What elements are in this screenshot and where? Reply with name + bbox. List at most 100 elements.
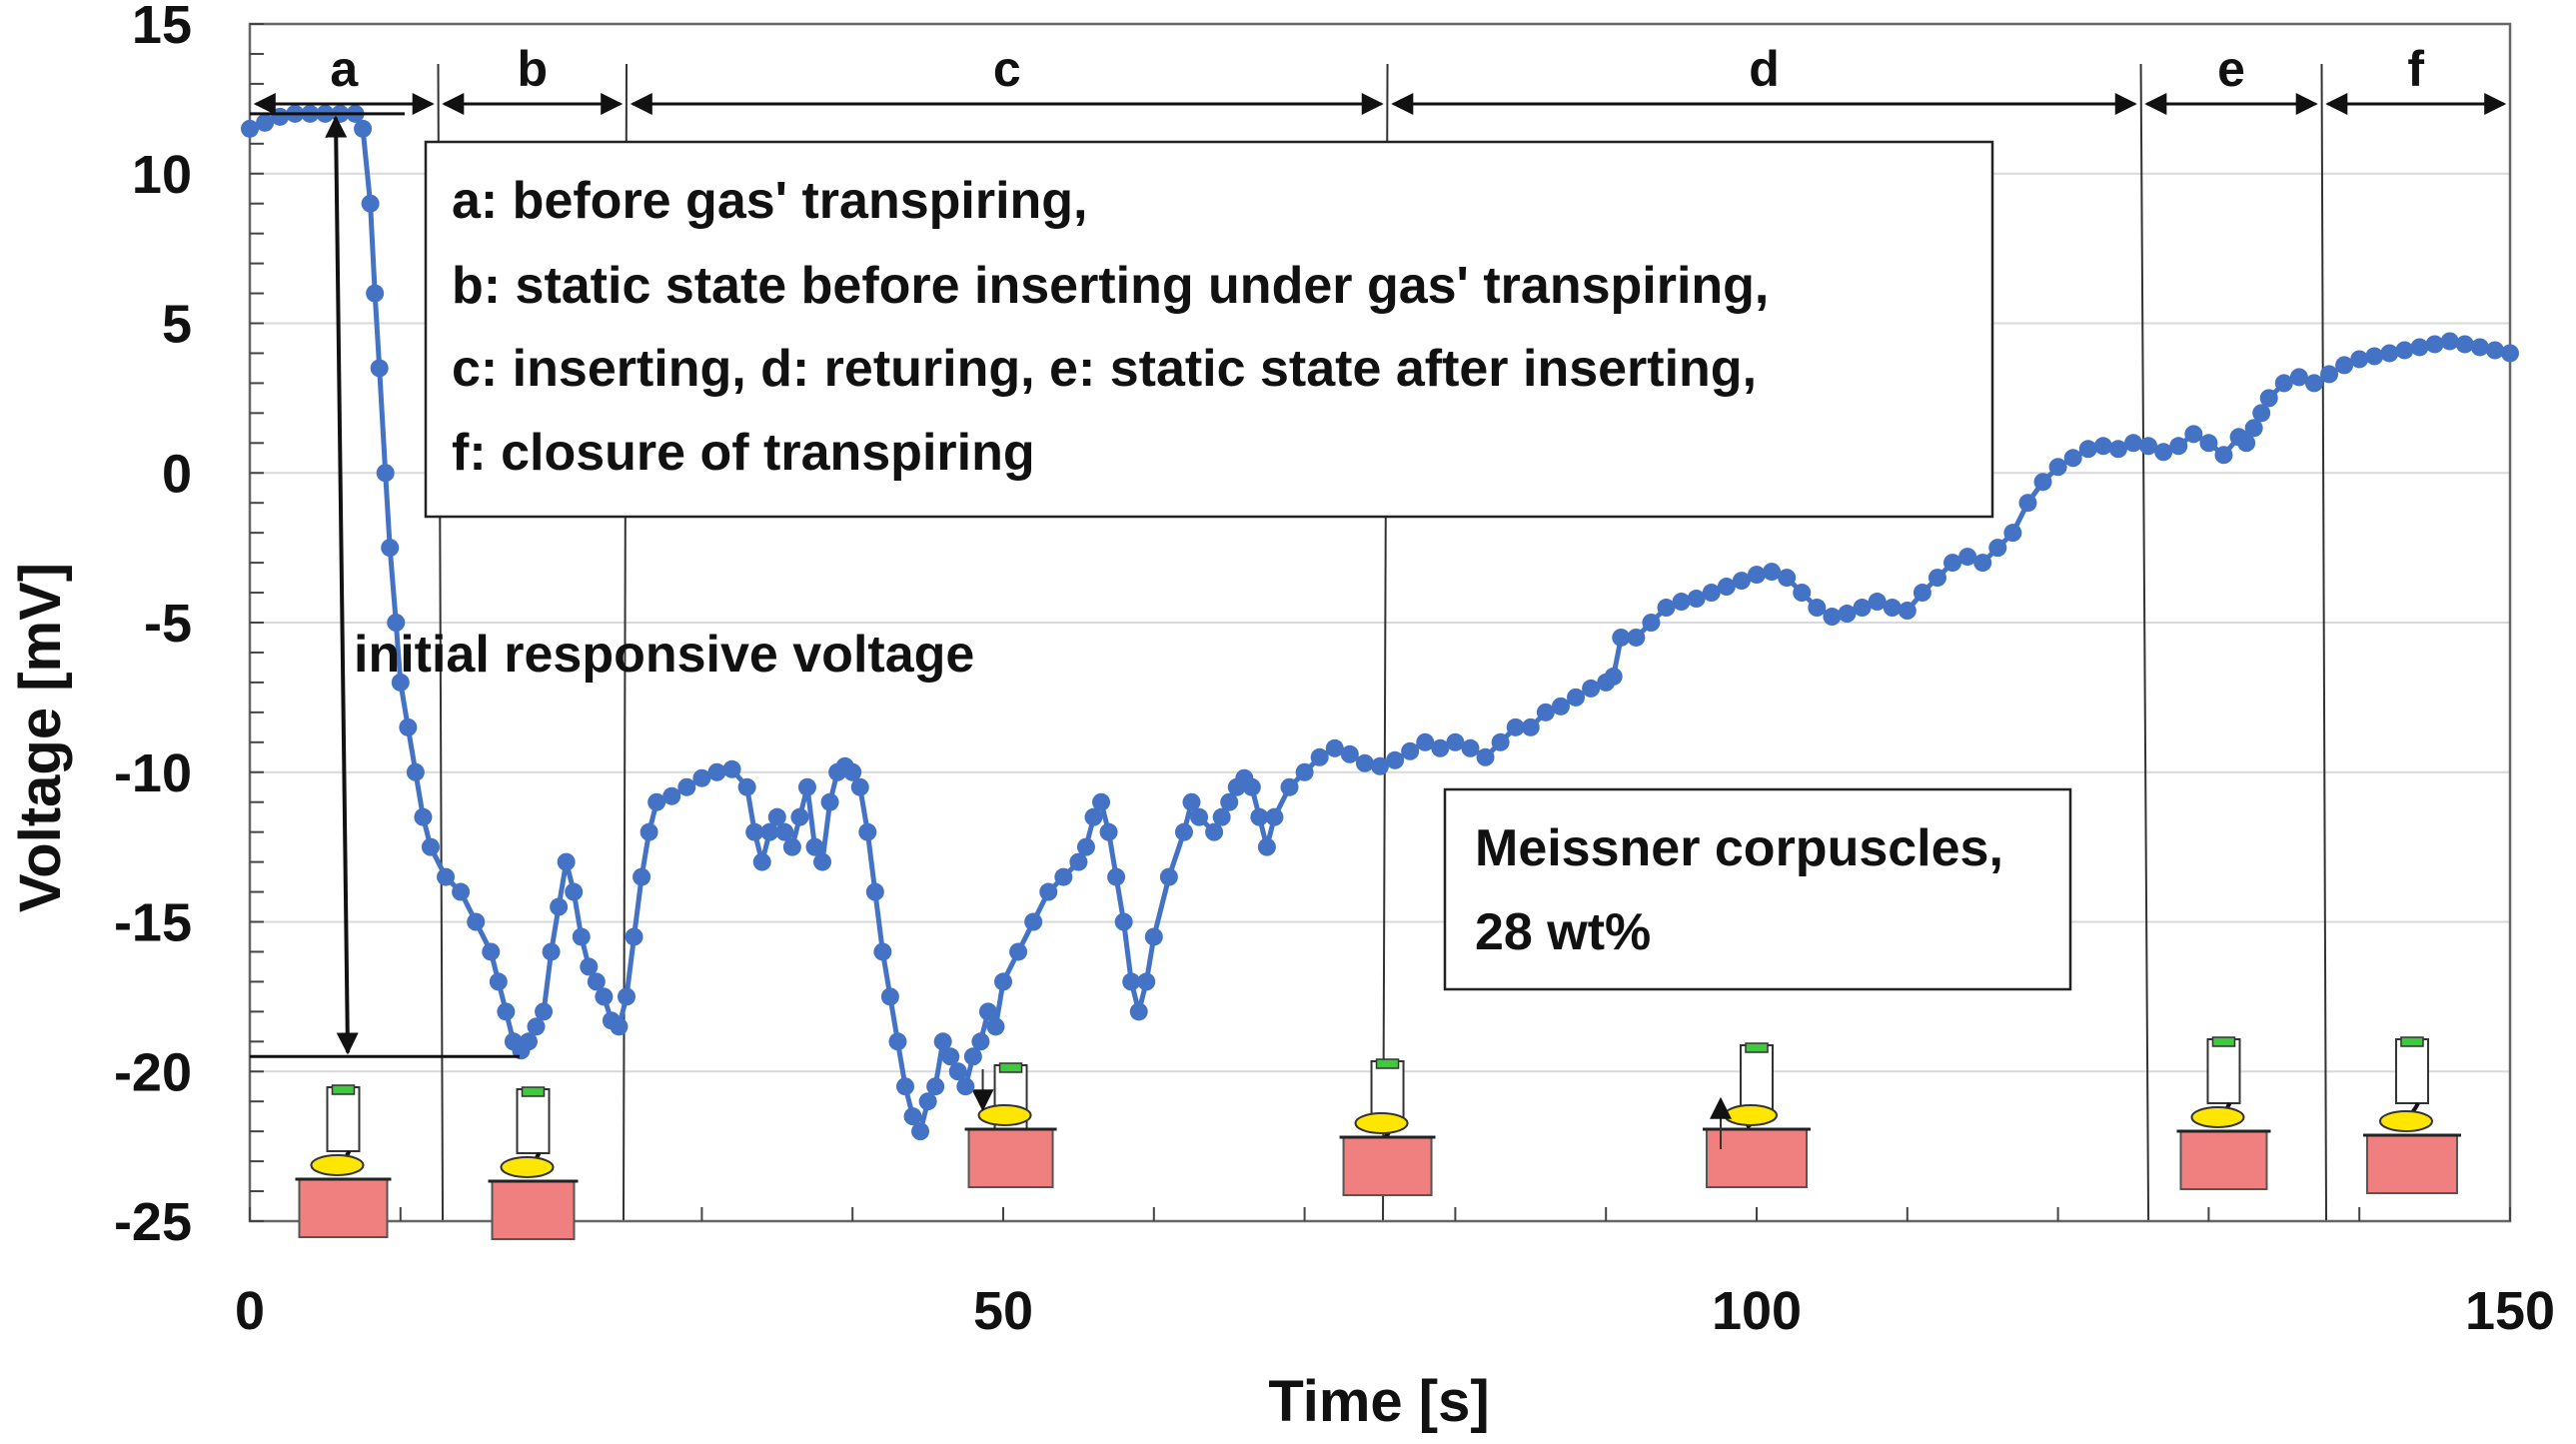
probe-tube — [1740, 1044, 1774, 1110]
x-tick-label-2: 100 — [1712, 1281, 1802, 1341]
legend-line-a: a: before gas' transpiring, — [452, 172, 1088, 230]
data-point-61 — [813, 852, 832, 871]
data-point-131 — [1536, 703, 1555, 722]
series-voltage — [241, 104, 2519, 1141]
data-point-186 — [2320, 365, 2339, 384]
data-point-159 — [1943, 554, 1962, 573]
data-point-23 — [482, 942, 501, 961]
data-point-92 — [1084, 807, 1103, 826]
legend-line-b: b: static state before inserting under g… — [452, 257, 1769, 315]
data-point-168 — [2078, 440, 2097, 459]
data-point-52 — [745, 822, 764, 841]
corpuscle — [1724, 1104, 1778, 1126]
data-point-182 — [2259, 389, 2278, 408]
data-point-192 — [2410, 338, 2429, 357]
data-point-185 — [2304, 374, 2323, 393]
data-point-55 — [767, 807, 786, 826]
data-point-81 — [963, 1047, 982, 1066]
data-point-101 — [1159, 867, 1178, 886]
probe-sensor-cap — [1745, 1042, 1769, 1053]
data-point-40 — [610, 1017, 629, 1036]
data-point-148 — [1778, 569, 1797, 588]
data-point-46 — [662, 786, 681, 805]
data-point-24 — [489, 972, 508, 991]
corpuscle — [500, 1156, 555, 1178]
sensor-icons — [295, 1036, 2461, 1240]
data-point-44 — [640, 822, 658, 841]
data-point-125 — [1446, 732, 1465, 751]
data-point-51 — [737, 777, 756, 796]
data-point-164 — [2018, 494, 2037, 513]
skin-pad — [2365, 1134, 2458, 1194]
data-point-155 — [1883, 599, 1902, 618]
sensor-icon-3 — [1339, 1058, 1436, 1196]
data-point-115 — [1295, 762, 1314, 781]
data-point-85 — [994, 972, 1012, 991]
data-point-102 — [1174, 822, 1193, 841]
data-point-17 — [406, 762, 425, 781]
data-point-174 — [2169, 437, 2188, 456]
probe-tube — [2206, 1038, 2241, 1104]
data-point-57 — [782, 837, 801, 856]
phase-divider-3 — [2139, 63, 2150, 1222]
data-point-165 — [2033, 473, 2052, 492]
data-point-184 — [2289, 368, 2308, 387]
data-point-196 — [2470, 338, 2489, 357]
data-point-32 — [550, 897, 569, 916]
legend-line-f: f: closure of transpiring — [452, 424, 1035, 482]
data-point-142 — [1687, 590, 1706, 609]
data-point-138 — [1627, 628, 1646, 647]
data-point-20 — [437, 867, 456, 886]
data-point-100 — [1144, 927, 1163, 946]
data-point-31 — [542, 942, 561, 961]
data-point-179 — [2237, 434, 2256, 453]
data-point-30 — [535, 1002, 554, 1021]
data-point-76 — [926, 1077, 945, 1096]
data-point-154 — [1868, 593, 1887, 612]
phase-label-c: c — [993, 41, 1021, 97]
data-point-10 — [366, 284, 385, 303]
data-point-103 — [1182, 792, 1201, 811]
data-point-111 — [1250, 807, 1269, 826]
data-point-123 — [1416, 732, 1435, 751]
data-point-166 — [2048, 458, 2067, 477]
skin-pad — [967, 1128, 1054, 1188]
data-point-120 — [1371, 756, 1389, 775]
data-point-48 — [692, 768, 711, 787]
skin-pad — [2179, 1130, 2268, 1190]
data-point-110 — [1242, 777, 1261, 796]
data-point-43 — [633, 867, 651, 886]
data-point-189 — [2365, 347, 2384, 366]
sensor-icon-6 — [2362, 1036, 2461, 1194]
y-tick-label-2: 5 — [162, 295, 192, 355]
data-point-1 — [256, 113, 275, 132]
data-point-145 — [1732, 572, 1751, 591]
y-tick-label-6: -15 — [114, 893, 192, 953]
data-point-67 — [858, 822, 877, 841]
probe-sensor-cap — [1375, 1058, 1400, 1069]
sensor-icon-0 — [295, 1084, 392, 1238]
x-tick-label-0: 0 — [235, 1281, 265, 1341]
x-tick-label-1: 50 — [973, 1281, 1033, 1341]
data-point-9 — [361, 194, 380, 213]
data-point-70 — [880, 987, 899, 1006]
corpuscle — [1354, 1112, 1409, 1134]
data-point-58 — [790, 807, 809, 826]
data-point-79 — [948, 1062, 967, 1081]
x-tick-label-3: 150 — [2465, 1281, 2555, 1341]
data-point-0 — [241, 119, 259, 138]
data-point-84 — [986, 1017, 1005, 1036]
y-tick-label-0: 15 — [132, 0, 192, 55]
data-point-62 — [820, 792, 839, 811]
corpuscle — [2378, 1110, 2433, 1132]
data-point-161 — [1973, 554, 1992, 573]
data-point-130 — [1521, 718, 1540, 736]
data-point-197 — [2485, 341, 2504, 360]
data-point-183 — [2274, 374, 2293, 393]
data-point-88 — [1039, 882, 1058, 901]
probe-sensor-cap — [521, 1086, 546, 1097]
phase-label-d: d — [1749, 41, 1780, 97]
y-tick-label-4: -5 — [144, 594, 192, 654]
